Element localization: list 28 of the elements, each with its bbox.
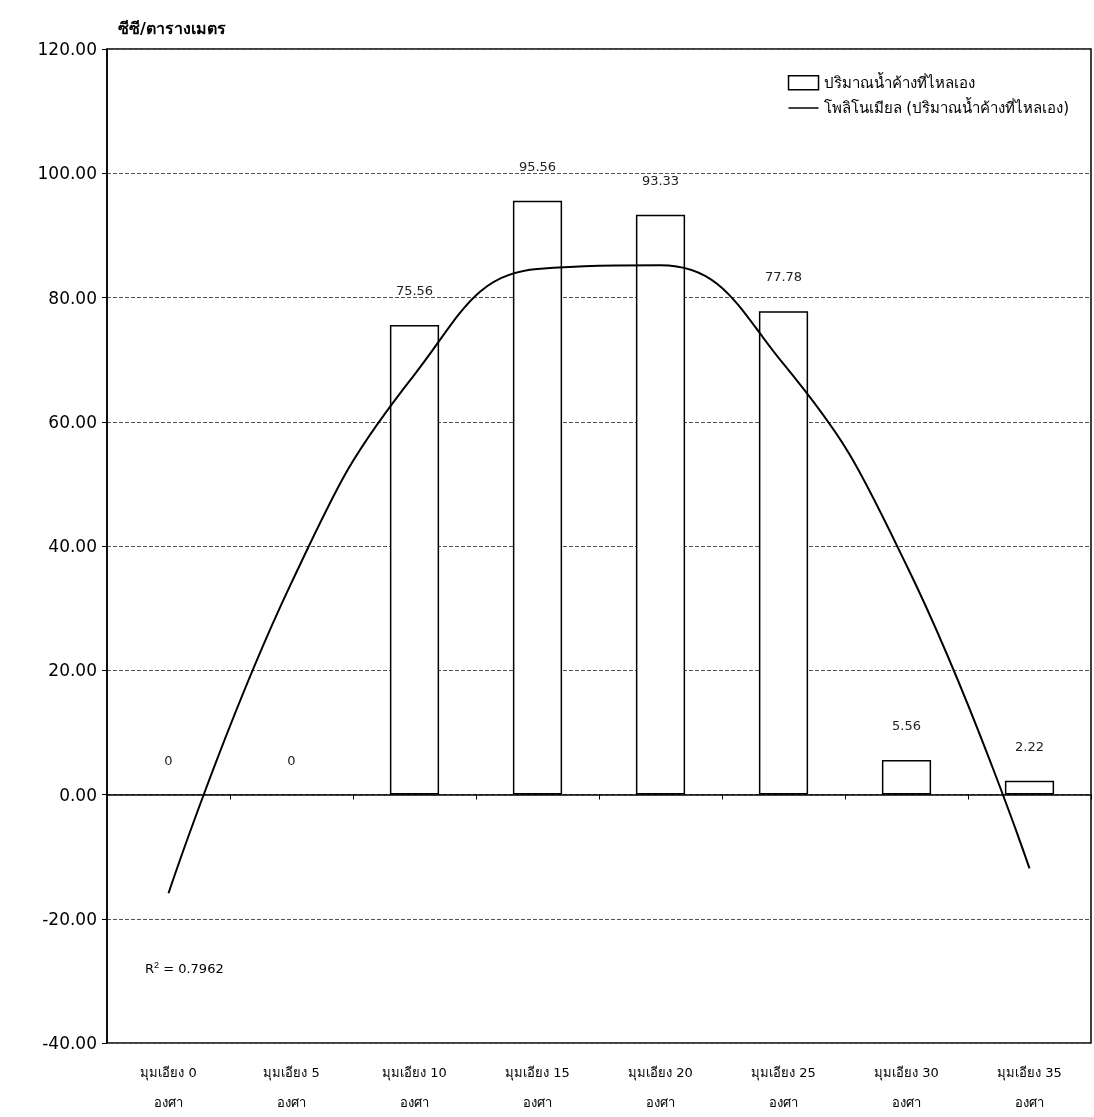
legend-label: ปริมาณน้ำค้างที่ไหลเอง [823,71,975,92]
x-tick-label: มุมเอียง 5 องศา [263,1064,320,1110]
data-label: 0 [164,752,173,768]
data-label: 0 [287,752,296,768]
y-tick-label: 80.00 [48,287,97,308]
data-label: 75.56 [395,283,434,299]
y-tick-label: -40.00 [42,1033,97,1053]
x-tick-label: มุมเอียง 20 องศา [628,1064,693,1110]
data-label: 5.56 [892,717,921,733]
x-tick-label: มุมเอียง 30 องศา [874,1064,939,1110]
x-tick-label: มุมเอียง 10 องศา [382,1064,447,1110]
x-tick-label: มุมเอียง 25 องศา [751,1064,816,1110]
data-label: 2.22 [1015,738,1044,754]
y-tick-label: 0.00 [59,784,97,805]
y-tick-label: -20.00 [42,908,97,929]
y-tick-label: 60.00 [48,411,97,432]
y-tick-label: 40.00 [48,536,97,556]
data-label: 95.56 [518,158,557,174]
y-tick-label: 20.00 [48,660,97,681]
y-tick-label: 100.00 [37,163,97,184]
x-tick-label: มุมเอียง 15 องศา [505,1064,570,1110]
legend-label: โพลิโนเมียล (ปริมาณน้ำค้างที่ไหลเอง) [823,97,1070,117]
x-tick-label: มุมเอียง 35 องศา [997,1064,1062,1110]
data-label: 93.33 [641,172,680,188]
y-axis-title: ซีซี/ตารางเมตร [118,18,226,38]
x-tick-label: มุมเอียง 0 องศา [140,1064,197,1110]
y-tick-label: 120.00 [37,39,97,59]
data-label: 77.78 [764,269,803,285]
